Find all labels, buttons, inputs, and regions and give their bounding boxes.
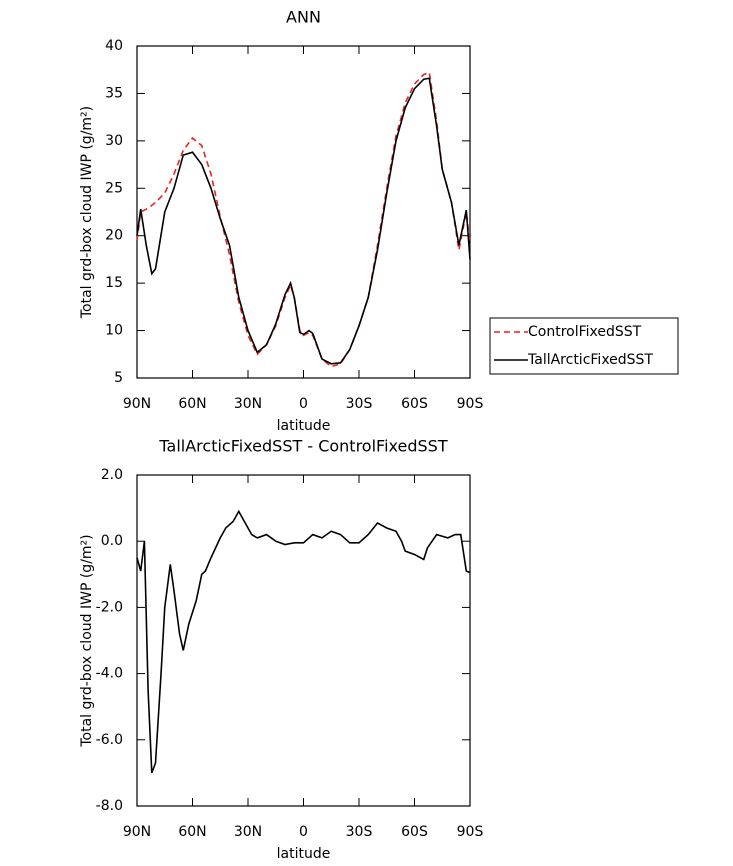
x-tick-label: 30S [346, 396, 373, 412]
x-axis-label: latitude [277, 418, 331, 434]
legend-box [489, 317, 679, 375]
y-tick-label: 30 [105, 133, 123, 149]
y-tick-label: 20 [105, 228, 123, 244]
x-tick-label: 0 [299, 824, 308, 840]
y-tick-label: 40 [105, 38, 123, 54]
y-tick-label: -6.0 [96, 732, 123, 748]
x-tick-label: 60N [178, 396, 206, 412]
y-tick-label: 0.0 [101, 533, 123, 549]
x-tick-label: 90S [457, 824, 484, 840]
y-tick-label: 10 [105, 323, 123, 339]
chart-title: TallArcticFixedSST - ControlFixedSST [158, 437, 447, 456]
data-line [136, 71, 471, 368]
plot-frame [136, 474, 471, 807]
plot-frame [136, 45, 471, 379]
chart-title: ANN [286, 8, 321, 27]
data-line [136, 77, 471, 365]
y-tick-label: -2.0 [96, 599, 123, 615]
y-axis-label: Total grd-box cloud IWP (g/m²) [79, 534, 95, 747]
y-tick-label: -8.0 [96, 798, 123, 814]
x-tick-label: 60S [401, 396, 428, 412]
data-line [136, 509, 471, 774]
y-tick-label: 15 [105, 275, 123, 291]
y-tick-label: 5 [114, 370, 123, 386]
x-tick-label: 30S [346, 824, 373, 840]
y-tick-label: 2.0 [101, 467, 123, 483]
x-tick-label: 60N [178, 824, 206, 840]
legend-label: ControlFixedSST [528, 324, 642, 340]
legend-label: TallArcticFixedSST [527, 352, 653, 368]
y-tick-label: 35 [105, 85, 123, 101]
x-tick-label: 90N [123, 396, 151, 412]
x-tick-label: 30N [234, 396, 262, 412]
y-tick-label: 25 [105, 180, 123, 196]
x-tick-label: 90N [123, 824, 151, 840]
x-tick-label: 30N [234, 824, 262, 840]
x-tick-label: 90S [457, 396, 484, 412]
x-axis-label: latitude [277, 846, 331, 862]
x-tick-label: 60S [401, 824, 428, 840]
x-tick-label: 0 [299, 396, 308, 412]
y-axis-label: Total grd-box cloud IWP (g/m²) [79, 106, 95, 319]
y-tick-label: -4.0 [96, 666, 123, 682]
